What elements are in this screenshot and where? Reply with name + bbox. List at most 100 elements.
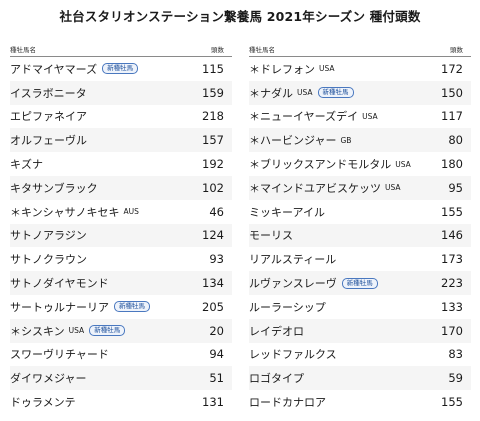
- table-row: ＊ドレフォン USA 172: [249, 57, 471, 81]
- stallion-name-cell: キタサンブラック: [10, 176, 98, 200]
- breeding-count: 83: [448, 347, 463, 362]
- table-row: サートゥルナーリア 新種牡馬 205: [10, 295, 232, 319]
- stallion-name: サトノアラジン: [10, 229, 87, 243]
- stallion-name-cell: リアルスティール: [249, 247, 336, 271]
- country-code: USA: [297, 88, 313, 98]
- country-code: USA: [385, 183, 401, 193]
- breeding-count: 218: [202, 109, 224, 124]
- stallion-name: キズナ: [10, 158, 43, 172]
- breeding-count: 93: [209, 252, 224, 267]
- table-row: オルフェーヴル 157: [10, 128, 232, 153]
- breeding-count: 172: [441, 61, 463, 76]
- stallion-name-cell: ＊キンシャサノキセキ AUS: [10, 200, 139, 224]
- table-row: ＊ブリックスアンドモルタル USA 180: [249, 152, 471, 176]
- stallion-name-cell: ＊ドレフォン USA: [249, 57, 335, 81]
- stallion-name-cell: スワーヴリチャード: [10, 343, 109, 367]
- breeding-count: 150: [441, 85, 463, 100]
- breeding-count: 155: [441, 204, 463, 219]
- table-row: ロゴタイプ 59: [249, 366, 471, 391]
- stallion-name-cell: ダイワメジャー: [10, 366, 86, 390]
- breeding-count: 157: [202, 133, 224, 148]
- stallion-name: ドゥラメンテ: [10, 396, 76, 410]
- stallion-name: ＊ニューイヤーズデイ: [249, 110, 359, 124]
- stallion-name-cell: ＊ニューイヤーズデイ USA: [249, 105, 378, 129]
- stallion-name-cell: イスラボニータ: [10, 81, 87, 105]
- breeding-count: 51: [209, 371, 224, 386]
- table-row: ＊ナダル USA 新種牡馬 150: [249, 80, 471, 105]
- stallion-name-cell: ミッキーアイル: [249, 200, 325, 224]
- breeding-count: 205: [202, 299, 224, 314]
- breeding-count: 155: [441, 395, 463, 410]
- stallion-name: レイデオロ: [249, 324, 304, 338]
- header-name-label: 種牡馬名: [249, 46, 275, 54]
- breeding-count: 115: [202, 61, 224, 76]
- stallion-name-cell: ドゥラメンテ: [10, 390, 76, 414]
- stallion-name-cell: レイデオロ: [249, 319, 304, 343]
- breeding-count: 46: [209, 204, 224, 219]
- stallion-name-cell: ロゴタイプ: [249, 366, 304, 390]
- breeding-count: 117: [441, 109, 463, 124]
- stallion-name: ＊キンシャサノキセキ: [10, 205, 120, 219]
- stallion-name: ＊ハービンジャー: [249, 134, 337, 148]
- stallion-name-cell: サトノアラジン: [10, 224, 87, 248]
- table-header: 種牡馬名 頭数: [249, 40, 471, 57]
- stallion-name: ダイワメジャー: [10, 372, 87, 386]
- stallion-name: サトノダイヤモンド: [10, 277, 109, 291]
- breeding-count: 124: [202, 228, 224, 243]
- stallion-name-cell: オルフェーヴル: [10, 128, 87, 152]
- table-row: ダイワメジャー 51: [10, 366, 232, 391]
- table-row: モーリス 146: [249, 223, 471, 248]
- stallion-name: ミッキーアイル: [249, 205, 326, 219]
- country-code: USA: [395, 159, 411, 169]
- stallion-name-cell: モーリス: [249, 224, 293, 248]
- stallion-name-cell: ＊ナダル USA 新種牡馬: [249, 81, 354, 105]
- stallion-table-right: 種牡馬名 頭数 ＊ドレフォン USA 172 ＊ナダル USA 新種牡馬 150 ＊ニューイヤ…: [249, 40, 471, 414]
- stallion-name: ルヴァンスレーヴ: [249, 277, 337, 291]
- table-row: サトノアラジン 124: [10, 223, 232, 248]
- breeding-count: 20: [209, 323, 224, 338]
- breeding-count: 223: [441, 276, 463, 291]
- stallion-name: ロゴタイプ: [249, 372, 304, 386]
- stallion-name: ＊マインドユアビスケッツ: [249, 181, 381, 195]
- stallion-name: モーリス: [249, 229, 293, 243]
- header-name-label: 種牡馬名: [10, 46, 36, 54]
- table-row: ロードカナロア 155: [249, 390, 471, 414]
- breeding-count: 170: [441, 323, 463, 338]
- table-row: ＊キンシャサノキセキ AUS 46: [10, 200, 232, 224]
- stallion-name-cell: ＊ハービンジャー GB: [249, 128, 351, 152]
- new-sire-badge: 新種牡馬: [317, 87, 354, 99]
- stallion-name: ＊ブリックスアンドモルタル: [249, 158, 392, 172]
- stallion-name: ＊ナダル: [249, 86, 293, 100]
- header-count-label: 頭数: [450, 46, 463, 54]
- table-row: ＊マインドユアビスケッツ USA 95: [249, 175, 471, 200]
- header-count-label: 頭数: [211, 46, 224, 54]
- new-sire-badge: 新種牡馬: [341, 277, 378, 289]
- breeding-count: 146: [441, 228, 463, 243]
- stallion-name-cell: ＊ブリックスアンドモルタル USA: [249, 152, 411, 176]
- table-row: ＊ハービンジャー GB 80: [249, 128, 471, 153]
- stallion-name: リアルスティール: [249, 253, 337, 267]
- table-row: キタサンブラック 102: [10, 175, 232, 200]
- table-row: ルーラーシップ 133: [249, 295, 471, 319]
- breeding-count: 192: [202, 157, 224, 172]
- table-rows: ＊ドレフォン USA 172 ＊ナダル USA 新種牡馬 150 ＊ニューイヤーズデイ USA 1…: [249, 57, 471, 414]
- stallion-name-cell: キズナ: [10, 152, 43, 176]
- table-row: ルヴァンスレーヴ 新種牡馬 223: [249, 271, 471, 295]
- breeding-count: 94: [209, 347, 224, 362]
- table-row: レッドファルクス 83: [249, 343, 471, 367]
- breeding-count: 102: [202, 180, 224, 195]
- stallion-name: サトノクラウン: [10, 253, 87, 267]
- table-row: スワーヴリチャード 94: [10, 343, 232, 367]
- stallion-name: ロードカナロア: [249, 396, 326, 410]
- breeding-count: 134: [202, 276, 224, 291]
- stallion-name-cell: ＊マインドユアビスケッツ USA: [249, 176, 401, 200]
- new-sire-badge: 新種牡馬: [114, 301, 150, 313]
- stallion-name: キタサンブラック: [10, 181, 98, 195]
- table-row: アドマイヤマーズ 新種牡馬 115: [10, 57, 232, 81]
- breeding-count: 159: [202, 85, 224, 100]
- stallion-name: スワーヴリチャード: [10, 348, 109, 362]
- stallion-name: エピファネイア: [10, 110, 87, 124]
- country-code: USA: [68, 326, 85, 336]
- stallion-table-left: 種牡馬名 頭数 アドマイヤマーズ 新種牡馬 115 イスラボニータ 159 エピファネイア…: [10, 40, 232, 414]
- country-code: GB: [340, 135, 352, 145]
